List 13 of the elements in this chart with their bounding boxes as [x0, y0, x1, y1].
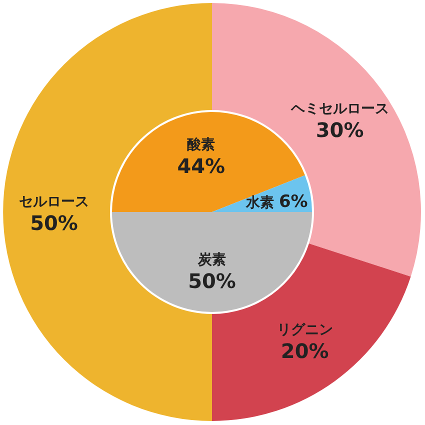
data-label: 30%: [316, 118, 364, 142]
slice-label: 酸素: [187, 137, 216, 154]
data-label: 6%: [278, 192, 308, 212]
data-label: 50%: [188, 269, 236, 293]
data-label: 20%: [280, 338, 329, 363]
data-label: 50%: [30, 211, 78, 235]
slice-label: 炭素: [197, 252, 226, 268]
slice-label: セルロース: [19, 194, 89, 210]
slice-label: 水素: [245, 195, 279, 212]
slice-label: リグニン: [276, 322, 333, 338]
pie-slice: [112, 212, 312, 312]
data-label: 44%: [177, 154, 226, 178]
slice-label: ヘミセルロース: [290, 101, 389, 118]
